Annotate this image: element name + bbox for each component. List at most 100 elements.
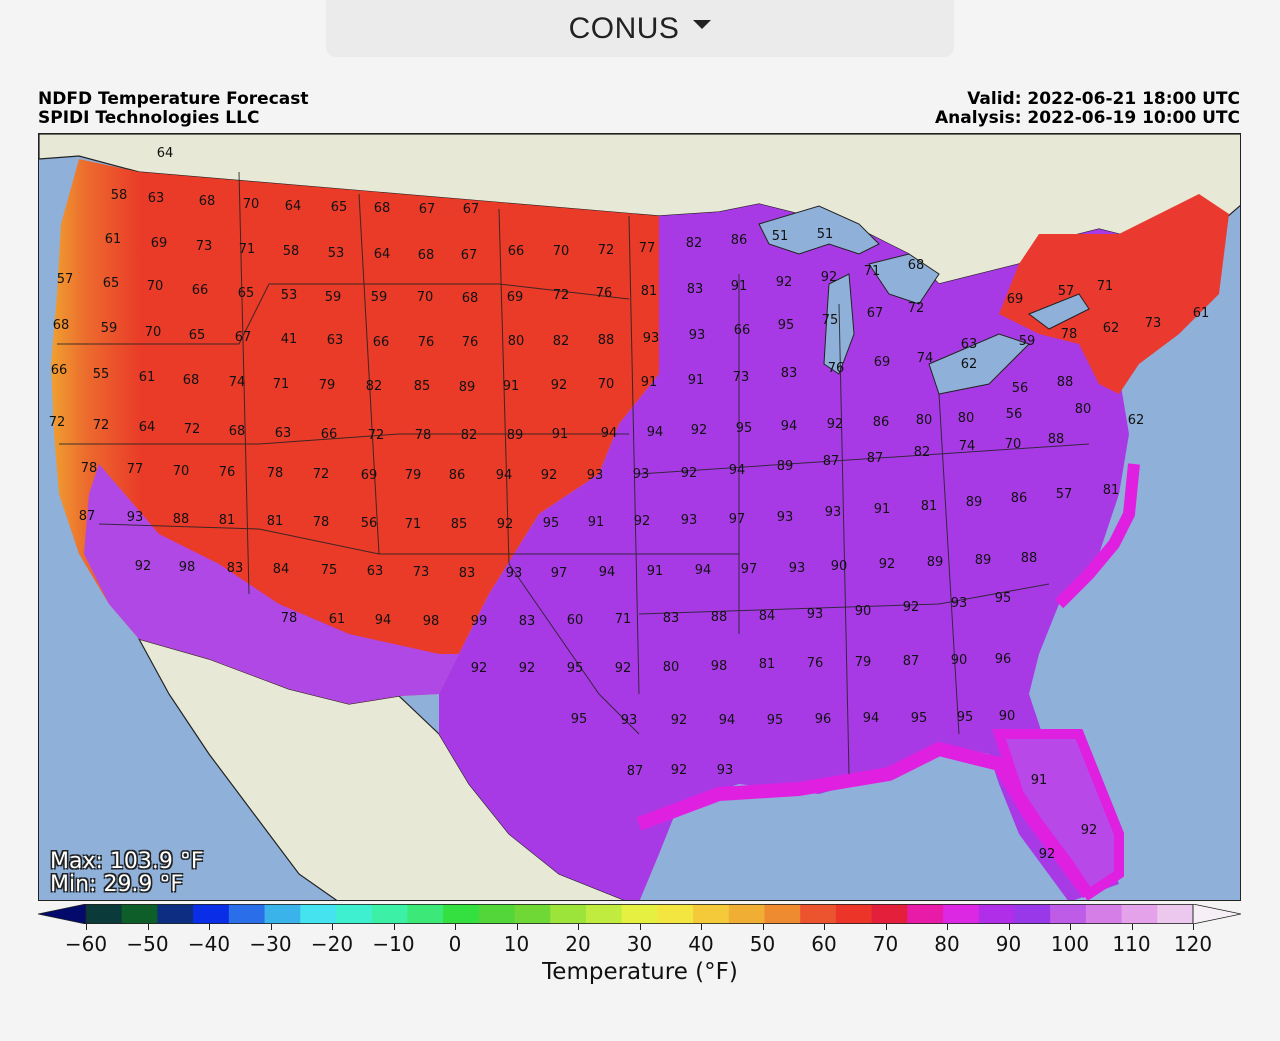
map-temp-label: 73 [196, 239, 213, 254]
map-temp-label: 82 [553, 334, 570, 349]
map-temp-label: 91 [647, 564, 664, 579]
colorbar-swatch [407, 904, 444, 924]
colorbar-tick [762, 924, 764, 930]
colorbar-swatch [1157, 904, 1194, 924]
map-temp-label: 66 [51, 363, 68, 378]
colorbar-tick-label: 110 [1112, 932, 1151, 956]
map-temp-label: 76 [462, 335, 479, 350]
map-temp-label: 95 [778, 318, 795, 333]
colorbar-swatch [300, 904, 337, 924]
map-temp-label: 71 [615, 612, 632, 627]
map-temp-label: 95 [571, 712, 588, 727]
map-temp-label: 72 [553, 288, 570, 303]
map-temp-label: 78 [281, 611, 298, 626]
map-temp-label: 92 [827, 417, 844, 432]
map-temp-label: 87 [627, 764, 644, 779]
region-select[interactable]: CONUS [326, 0, 954, 57]
map-temp-label: 94 [375, 613, 392, 628]
map-temp-label: 81 [267, 514, 284, 529]
colorbar-tick-label: −20 [310, 932, 354, 956]
map-temp-label: 83 [663, 611, 680, 626]
map-temp-label: 96 [815, 712, 832, 727]
map-temp-label: 62 [1103, 321, 1120, 336]
map-temp-label: 61 [105, 232, 122, 247]
colorbar-swatch [978, 904, 1015, 924]
map-temp-label: 95 [736, 421, 753, 436]
colorbar-tick [1193, 924, 1194, 930]
map-temp-label: 84 [759, 609, 776, 624]
map-temp-label: 82 [366, 379, 383, 394]
chevron-down-icon [693, 20, 712, 29]
map-temp-label: 86 [1011, 491, 1028, 506]
map-temp-label: 66 [508, 244, 525, 259]
map-temp-label: 68 [908, 258, 925, 273]
colorbar-swatch [228, 904, 266, 924]
colorbar-tick-label: −40 [187, 932, 231, 956]
map-temp-label: 93 [506, 566, 523, 581]
map-temp-label: 72 [368, 428, 385, 443]
valid-time-block: Valid: 2022-06-21 18:00 UTC Analysis: 20… [935, 90, 1240, 128]
map-temp-label: 90 [999, 709, 1016, 724]
map-temp-label: 82 [461, 428, 478, 443]
map-temp-label: 61 [1193, 306, 1210, 321]
map-temp-label: 91 [874, 502, 891, 517]
map-temp-label: 66 [321, 427, 338, 442]
colorbar-swatch [835, 904, 873, 924]
map-temp-label: 95 [911, 711, 928, 726]
colorbar-tick-label: 50 [749, 932, 776, 956]
map-temp-label: 73 [733, 370, 750, 385]
colorbar-swatch [335, 904, 373, 924]
map-temp-label: 95 [957, 710, 974, 725]
colorbar-extend-low [38, 904, 87, 924]
colorbar-tick-label: 30 [626, 932, 653, 956]
map-temp-label: 81 [921, 499, 938, 514]
map-temp-label: 91 [731, 279, 748, 294]
map-temp-label: 92 [615, 661, 632, 676]
map-temp-label: 70 [147, 279, 164, 294]
map-temp-label: 67 [235, 330, 252, 345]
map-temp-label: 53 [281, 288, 298, 303]
colorbar-swatch [871, 904, 908, 924]
map-temp-label: 83 [459, 566, 476, 581]
colorbar-tick-label: 100 [1050, 932, 1090, 956]
map-temp-label: 92 [1039, 847, 1056, 862]
map-temp-label: 94 [695, 563, 712, 578]
map-temp-label: 94 [781, 419, 798, 434]
map-temp-label: 67 [463, 202, 480, 217]
map-temp-label: 97 [741, 562, 758, 577]
map-temp-label: 95 [767, 713, 784, 728]
min-temp-readout: Min: 29.9 °F [50, 872, 184, 897]
map-temp-label: 55 [93, 367, 110, 382]
map-temp-label: 56 [1012, 381, 1029, 396]
map-temp-label: 65 [189, 328, 206, 343]
colorbar-swatch [585, 904, 623, 924]
colorbar-tick [516, 924, 518, 930]
analysis-time: Analysis: 2022-06-19 10:00 UTC [935, 108, 1240, 128]
map-temp-label: 75 [321, 563, 338, 578]
map-temp-label: 68 [418, 248, 435, 263]
map-temp-label: 74 [229, 375, 246, 390]
map-temp-label: 93 [777, 510, 794, 525]
map-temp-label: 90 [951, 653, 968, 668]
map-temp-label: 72 [184, 422, 201, 437]
map-temp-label: 97 [729, 512, 746, 527]
colorbar-tick [824, 924, 825, 930]
map-temp-label: 93 [717, 763, 734, 778]
map-temp-label: 87 [903, 654, 920, 669]
colorbar-swatch [514, 904, 551, 924]
colorbar-tick-label: −50 [126, 932, 169, 956]
map-temp-label: 91 [503, 379, 520, 394]
map-temp-label: 61 [139, 370, 156, 385]
map-temp-label: 82 [686, 236, 703, 251]
colorbar-swatch [478, 904, 516, 924]
colorbar-tick [578, 924, 579, 930]
map-temp-label: 72 [93, 418, 110, 433]
map-temp-label: 92 [541, 468, 558, 483]
map-temp-label: 59 [371, 290, 388, 305]
map-temp-label: 85 [451, 517, 468, 532]
colorbar-swatch [86, 904, 123, 924]
colorbar-tick-label: 90 [995, 932, 1022, 956]
map-temp-label: 74 [917, 351, 934, 366]
colorbar-swatch [1121, 904, 1158, 924]
colorbar-swatch [121, 904, 158, 924]
